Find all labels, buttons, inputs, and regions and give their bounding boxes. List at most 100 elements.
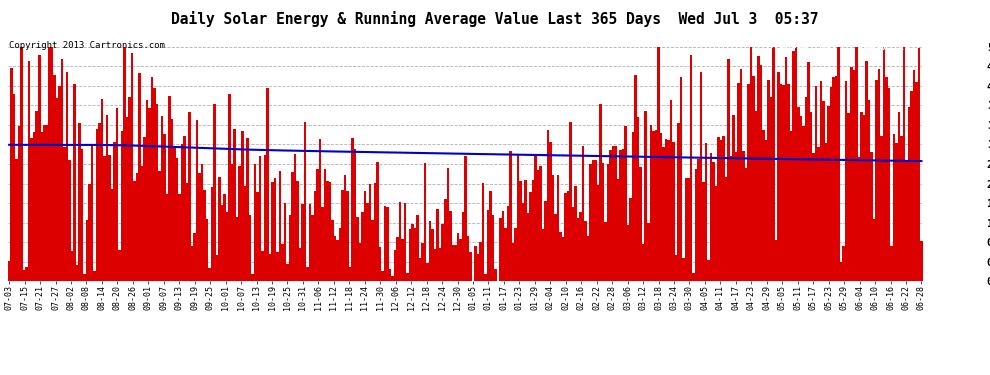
Bar (572, 207, 574, 281)
Bar (241, 131, 244, 281)
Bar (875, 80, 877, 281)
Bar (261, 252, 263, 281)
Bar (263, 156, 266, 281)
Bar (171, 119, 173, 281)
Bar (409, 229, 412, 281)
Bar (610, 150, 612, 281)
Bar (549, 142, 551, 281)
Bar (905, 161, 908, 281)
Bar (11, 68, 13, 281)
Bar (494, 269, 497, 281)
Bar (123, 47, 126, 281)
Bar (454, 244, 456, 281)
Bar (63, 147, 65, 281)
Bar (637, 117, 640, 281)
Bar (291, 171, 294, 281)
Bar (404, 203, 407, 281)
Bar (168, 96, 171, 281)
Bar (289, 215, 291, 281)
Bar (635, 75, 637, 281)
Bar (256, 192, 258, 281)
Bar (346, 191, 348, 281)
Bar (792, 51, 795, 281)
Bar (150, 77, 153, 281)
Bar (461, 211, 464, 281)
Bar (58, 86, 60, 281)
Bar (246, 138, 248, 281)
Bar (281, 244, 283, 281)
Bar (144, 137, 146, 281)
Bar (823, 101, 825, 281)
Bar (567, 191, 569, 281)
Bar (537, 170, 540, 281)
Bar (762, 130, 765, 281)
Bar (337, 240, 339, 281)
Bar (134, 181, 136, 281)
Bar (231, 164, 234, 281)
Bar (266, 88, 268, 281)
Bar (139, 74, 141, 281)
Bar (146, 100, 148, 281)
Bar (111, 189, 113, 281)
Bar (417, 214, 419, 281)
Bar (657, 47, 659, 281)
Bar (632, 132, 635, 281)
Bar (108, 155, 111, 281)
Bar (389, 269, 391, 281)
Bar (268, 254, 271, 281)
Bar (399, 202, 401, 281)
Bar (474, 246, 476, 281)
Bar (733, 114, 735, 281)
Bar (319, 139, 321, 281)
Bar (559, 232, 561, 281)
Bar (173, 147, 176, 281)
Bar (574, 186, 577, 281)
Bar (271, 182, 273, 281)
Bar (642, 244, 644, 281)
Bar (131, 53, 134, 281)
Bar (535, 156, 537, 281)
Bar (283, 203, 286, 281)
Bar (872, 219, 875, 281)
Bar (278, 171, 281, 281)
Bar (49, 47, 50, 281)
Bar (630, 198, 632, 281)
Bar (348, 267, 351, 281)
Text: Daily Solar Energy & Running Average Value Last 365 Days  Wed Jul 3  05:37: Daily Solar Energy & Running Average Val… (171, 11, 819, 27)
Bar (594, 160, 597, 281)
Bar (722, 136, 725, 281)
Bar (654, 130, 657, 281)
Bar (301, 204, 304, 281)
Bar (507, 206, 509, 281)
Bar (540, 166, 542, 281)
Bar (116, 108, 118, 281)
Bar (469, 252, 471, 281)
Bar (767, 80, 770, 281)
Bar (561, 237, 564, 281)
Bar (777, 72, 780, 281)
Bar (439, 248, 442, 281)
Bar (251, 274, 253, 281)
Bar (83, 274, 85, 281)
Bar (649, 125, 652, 281)
Bar (239, 166, 241, 281)
Bar (862, 115, 865, 281)
Bar (126, 117, 129, 281)
Bar (489, 191, 492, 281)
Bar (770, 97, 772, 281)
Bar (735, 152, 738, 281)
Bar (316, 169, 319, 281)
Bar (55, 98, 58, 281)
Bar (376, 162, 379, 281)
Bar (627, 225, 630, 281)
Bar (664, 139, 667, 281)
Bar (437, 209, 439, 281)
Bar (647, 224, 649, 281)
Bar (155, 104, 158, 281)
Bar (556, 175, 559, 281)
Bar (214, 104, 216, 281)
Bar (193, 232, 196, 281)
Bar (752, 76, 754, 281)
Bar (424, 163, 427, 281)
Bar (446, 168, 449, 281)
